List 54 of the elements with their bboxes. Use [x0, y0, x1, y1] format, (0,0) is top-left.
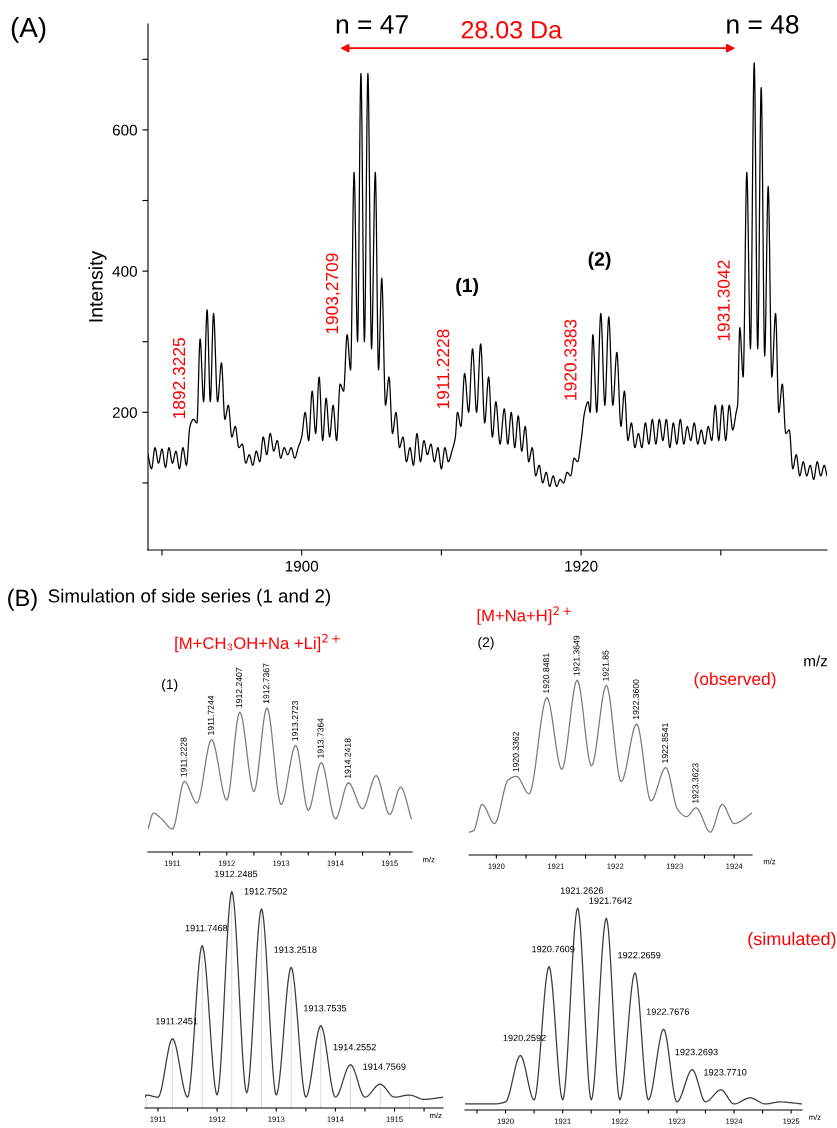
annotation: 1912.2485	[215, 870, 258, 878]
chart-title: [M+Na+H]$^{2+}$	[477, 606, 571, 625]
x-tick-label: 1900	[285, 560, 319, 572]
chart-title: [M+CH₃OH+Na +Li]$^{2+}$	[175, 633, 340, 653]
annotation: 1922.2659	[618, 951, 661, 959]
annotation: 1921.3649	[573, 635, 580, 676]
annotation: n = 47	[336, 15, 408, 34]
annotation: 1914.2418	[344, 738, 351, 779]
annotation: 1931.3042	[717, 260, 730, 341]
annotation: 1920.3383	[564, 319, 577, 400]
annotation: 1922.3600	[632, 679, 639, 720]
annotation: 1914.7569	[363, 1063, 406, 1070]
chart-subtitle: (1)	[162, 678, 178, 692]
annotation: 1903,2709	[325, 253, 341, 334]
annotation: 1913.2723	[291, 700, 299, 741]
annotation: (2)	[588, 251, 611, 270]
annotation: (observed)	[694, 672, 776, 689]
y-axis-title: Intensity	[88, 250, 107, 322]
annotation: 1912.7502	[244, 888, 287, 895]
annotation: 1914.2552	[333, 1043, 376, 1051]
text: Simulation of side series (1 and 2)	[48, 588, 331, 607]
text: (B)	[8, 588, 37, 611]
y-tick-label: 200	[112, 407, 137, 419]
annotation: 1922.8541	[662, 723, 669, 763]
annotation: 1923.7710	[704, 1069, 747, 1076]
annotation: 1911.2228	[436, 329, 450, 409]
annotation: 1912.7367	[263, 663, 270, 704]
annotation: 1911.7244	[207, 695, 214, 735]
annotation: 1921.85	[602, 650, 609, 681]
annotation: 1892.3225	[172, 338, 186, 419]
chart-subtitle: (2)	[478, 636, 494, 650]
annotation: 1920.8481	[543, 653, 550, 693]
annotation: 28.03 Da	[461, 20, 562, 39]
annotation: 1911.2451	[156, 1017, 198, 1025]
annotation: 1913.7364	[317, 718, 324, 758]
annotation: 1921.7642	[589, 897, 632, 904]
annotation: 1913.7535	[304, 1004, 347, 1012]
x-tick-label: 1920	[565, 560, 598, 572]
annotation: 1913.2518	[274, 946, 317, 953]
annotation: 1921.2626	[560, 887, 604, 894]
annotation: (simulated)	[748, 931, 836, 949]
annotation: 1920.3362	[512, 731, 519, 772]
y-tick-label: 400	[112, 265, 137, 277]
annotation: n = 48	[727, 15, 799, 34]
annotation: 1922.7676	[646, 1008, 690, 1015]
y-tick-label: 600	[112, 124, 137, 136]
text: (A)	[11, 16, 46, 43]
annotation: 1923.3623	[692, 763, 699, 803]
annotation: 1923.2693	[675, 1048, 718, 1056]
annotation: 1911.2228	[180, 737, 187, 777]
annotation: 1912.2407	[236, 667, 243, 708]
annotation: 1911.7468	[185, 924, 228, 932]
annotation: (1)	[456, 277, 479, 297]
x-axis-title: m/z	[804, 655, 828, 667]
